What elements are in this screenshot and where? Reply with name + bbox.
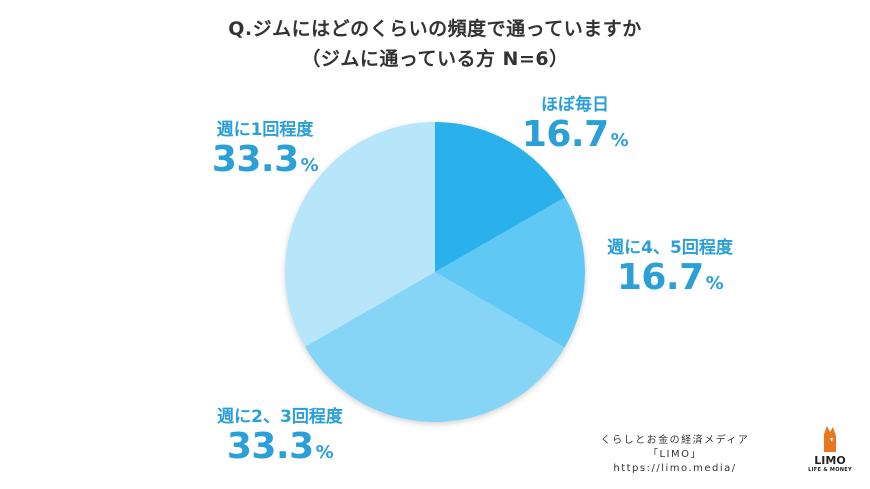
slice-daily bbox=[435, 122, 566, 272]
slice-label-daily: ほぼ毎日 16.7% bbox=[505, 90, 645, 161]
slice-category-label: 週に2、3回程度 bbox=[217, 407, 343, 427]
credit-url: https://limo.media/ bbox=[613, 463, 737, 474]
slice-2-3-times bbox=[304, 272, 565, 423]
percent-unit: % bbox=[315, 442, 334, 463]
slice-value-label: 33.3 bbox=[211, 139, 299, 180]
percent-unit: % bbox=[705, 273, 724, 294]
credit-brand: 「LIMO」 bbox=[647, 449, 703, 460]
logo-wordmark: LIMO bbox=[814, 454, 846, 467]
slice-once bbox=[284, 122, 435, 347]
chart-subtitle: （ジムに通っている方 N=6） bbox=[301, 48, 569, 70]
slice-label-2-3-times: 週に2、3回程度 33.3% bbox=[200, 402, 360, 473]
limo-logo: LIMO LIFE & MONEY bbox=[800, 424, 860, 476]
media-credit: くらしとお金の経済メディア 「LIMO」 https://limo.media/ bbox=[575, 434, 775, 476]
logo-subtitle: LIFE & MONEY bbox=[808, 467, 852, 473]
fox-logo-icon bbox=[824, 426, 836, 452]
slice-category-label: 週に1回程度 bbox=[216, 120, 314, 140]
slice-category-label: 週に4、5回程度 bbox=[607, 238, 733, 258]
slice-label-once: 週に1回程度 33.3% bbox=[185, 115, 345, 186]
chart-title: Q.ジムにはどのくらいの頻度で通っていますか bbox=[228, 18, 642, 40]
credit-tagline: くらしとお金の経済メディア bbox=[600, 435, 750, 446]
slice-category-label: ほぼ毎日 bbox=[541, 95, 609, 115]
slice-value-label: 33.3 bbox=[226, 426, 314, 467]
slice-value-label: 16.7 bbox=[616, 257, 704, 298]
percent-unit: % bbox=[300, 155, 319, 176]
slice-value-label: 16.7 bbox=[521, 114, 609, 155]
percent-unit: % bbox=[610, 130, 629, 151]
slice-4-5-times bbox=[435, 197, 586, 348]
slice-label-4-5-times: 週に4、5回程度 16.7% bbox=[590, 233, 750, 304]
